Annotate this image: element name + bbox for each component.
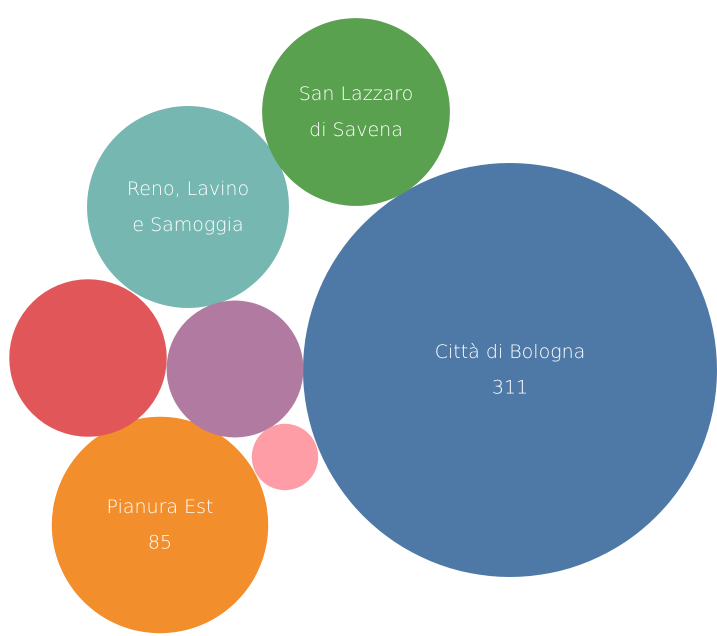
bubble-label: Reno, Lavino e Samoggia [127, 178, 249, 236]
bubble [9, 279, 167, 437]
bubble-label: Città di Bologna [435, 341, 586, 363]
bubble [262, 18, 450, 206]
bubble-value: 311 [492, 377, 528, 399]
bubble-value: 85 [148, 532, 172, 554]
bubble-label: San Lazzaro di Savena [299, 83, 414, 141]
bubble [51, 416, 269, 634]
bubble-label: Pianura Est [107, 496, 214, 518]
bubble [166, 300, 304, 438]
bubble [87, 106, 289, 308]
bubble [303, 163, 717, 577]
bubble [251, 423, 319, 491]
